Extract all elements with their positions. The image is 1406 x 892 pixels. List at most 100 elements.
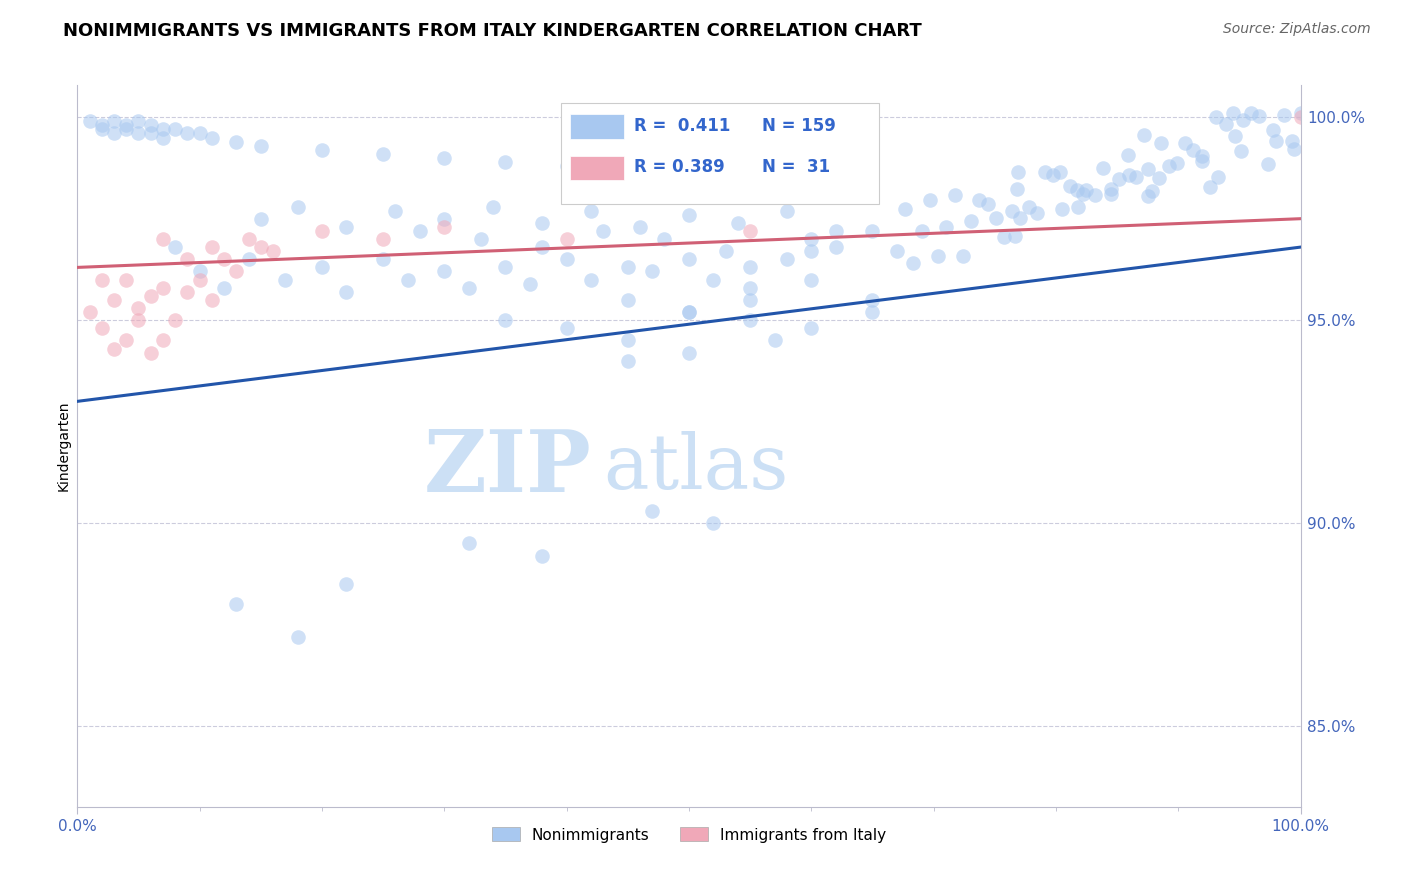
Point [238,232,260,246]
Point [862,293,884,307]
Point [531,240,554,254]
Point [152,130,174,145]
Point [335,219,357,234]
Point [1261,123,1284,137]
Point [984,211,1007,225]
Point [176,285,198,299]
Point [1050,202,1073,217]
Point [371,232,394,246]
Text: R = 0.389: R = 0.389 [634,158,724,176]
Text: ZIP: ZIP [423,425,591,509]
Point [824,240,846,254]
Point [165,240,187,254]
Point [1240,106,1263,120]
Point [1222,106,1244,120]
Point [763,334,786,348]
Point [90,272,112,286]
Point [894,202,917,217]
Point [935,220,957,235]
Point [165,122,187,136]
Point [482,200,505,214]
Point [579,203,602,218]
Point [1010,211,1032,225]
Point [250,211,273,226]
Point [1001,203,1024,218]
Point [1282,142,1305,156]
Y-axis label: Kindergarten: Kindergarten [56,401,70,491]
Point [201,293,224,307]
Point [90,119,112,133]
Point [1084,188,1107,202]
Point [960,214,983,228]
Point [396,272,419,286]
Point [617,260,640,275]
Point [1059,178,1081,193]
Text: atlas: atlas [603,431,789,505]
Point [976,197,998,211]
Point [628,219,651,234]
Point [225,597,247,611]
Point [250,240,273,254]
Point [1118,168,1140,182]
Point [152,281,174,295]
Legend: Nonimmigrants, Immigrants from Italy: Nonimmigrants, Immigrants from Italy [484,820,894,850]
Point [1042,168,1064,182]
Point [250,138,273,153]
Point [1149,136,1171,150]
Point [1116,148,1139,162]
Point [1018,200,1040,214]
Point [967,194,990,208]
Point [678,305,700,319]
Point [886,244,908,258]
Point [519,277,541,291]
Point [1223,129,1246,144]
Point [800,244,823,259]
Text: R =  0.411: R = 0.411 [634,117,730,135]
Point [776,252,799,267]
Point [274,272,297,286]
Point [115,119,138,133]
Point [188,272,211,286]
Point [335,285,357,299]
Point [1166,156,1188,170]
Point [678,345,700,359]
Point [776,203,799,218]
Point [1142,184,1164,198]
Point [1136,189,1159,203]
Point [311,260,333,275]
Point [918,193,941,207]
Point [740,313,762,327]
Point [287,630,309,644]
Point [617,163,640,178]
Point [800,321,823,335]
Point [225,264,247,278]
Point [654,232,676,246]
Point [641,504,664,518]
Point [495,154,517,169]
Point [103,114,125,128]
Point [127,301,149,315]
Point [1215,117,1237,131]
Point [262,244,284,259]
Point [1191,149,1213,163]
Point [1205,110,1227,124]
Point [1067,200,1090,214]
Point [457,281,479,295]
Point [79,114,101,128]
Point [152,334,174,348]
Point [617,353,640,368]
Point [617,293,640,307]
FancyBboxPatch shape [571,114,624,139]
Point [592,224,614,238]
Point [617,334,640,348]
Point [927,249,949,263]
Point [1049,165,1071,179]
Point [1174,136,1197,151]
Point [433,151,456,165]
Point [862,224,884,238]
Point [1182,143,1205,157]
Point [678,305,700,319]
Point [311,143,333,157]
Point [1076,183,1098,197]
Point [740,224,762,238]
